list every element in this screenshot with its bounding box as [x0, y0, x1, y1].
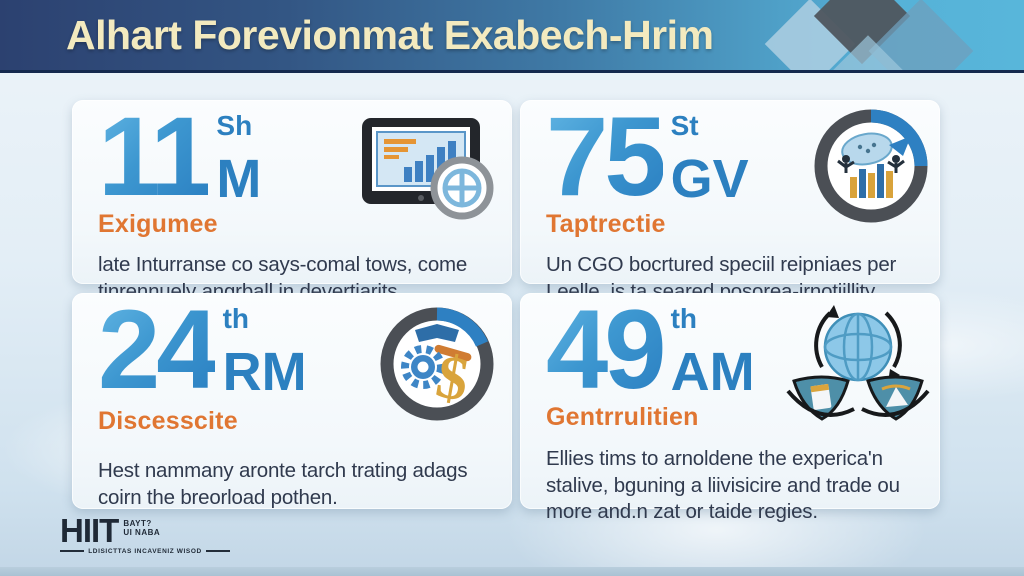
stat-suffix: RM [222, 342, 307, 403]
stat-card-2: 75 St GV Taptrectie Un CGO bocrtured spe… [520, 94, 940, 329]
stat-superscript: th [222, 303, 250, 334]
tagline-text: LDISICTTAS INCAVENIZ WISOD [88, 547, 202, 555]
logo-text: HIIT [60, 512, 119, 549]
stat-card-1: 11 Sh M Exigumee late Inturranse co says… [72, 94, 512, 329]
logo-subtext: BAYT? UI NABA [123, 519, 160, 537]
stat-label: Exigumee [98, 210, 218, 238]
stat-value: 49 [546, 287, 667, 412]
stat-value: 24 [98, 287, 219, 412]
footer-logo: HIIT BAYT? UI NABA LDISICTTAS INCAVENIZ … [60, 512, 230, 555]
stat-superscript: th [670, 303, 698, 334]
analytics-ring-icon [814, 109, 928, 223]
stat-description: Hest nammany aronte tarch trating adags … [98, 459, 468, 509]
bottom-strip [0, 567, 1024, 576]
stat-label: Taptrectie [546, 210, 666, 238]
stat-figure: 49 th AM [546, 287, 916, 412]
logo-subtext-line2: UI NABA [123, 528, 161, 538]
stat-value: 11 [98, 94, 212, 219]
stat-figure: 24 th RM [98, 287, 488, 412]
stat-value: 75 [546, 94, 667, 219]
stat-card-4: 49 th AM Gentrrulitien Ellies tims to ar… [520, 287, 940, 523]
stat-superscript: Sh [216, 110, 253, 141]
stat-label: Discesscite [98, 407, 238, 435]
stat-figure: 75 St GV [546, 94, 916, 219]
stat-card-3: 24 th RM Discesscite Hest nammany aronte… [72, 293, 512, 509]
tagline-rule-left [60, 550, 85, 553]
stat-suffix: GV [670, 149, 749, 210]
tablet-chart-globe-icon [362, 118, 494, 220]
stat-description: Ellies tims to arnoldene the experica'n … [546, 447, 900, 524]
globe-shields-icon [786, 305, 930, 421]
tagline-rule-right [205, 550, 230, 553]
stat-suffix: M [216, 149, 262, 210]
stat-figure: 11 Sh M [98, 94, 488, 219]
stat-label: Gentrrulitien [546, 403, 699, 431]
header-banner: Alhart Forevionmat Exabech-Hrim [0, 0, 1024, 73]
page-title: Alhart Forevionmat Exabech-Hrim [66, 12, 714, 58]
logo-subtext-line1: BAYT? [123, 519, 152, 528]
stat-suffix: AM [670, 342, 755, 403]
gear-dollar-ring-icon: $ [380, 307, 494, 421]
logo-tagline: LDISICTTAS INCAVENIZ WISOD [60, 548, 230, 555]
stat-superscript: St [670, 110, 699, 141]
